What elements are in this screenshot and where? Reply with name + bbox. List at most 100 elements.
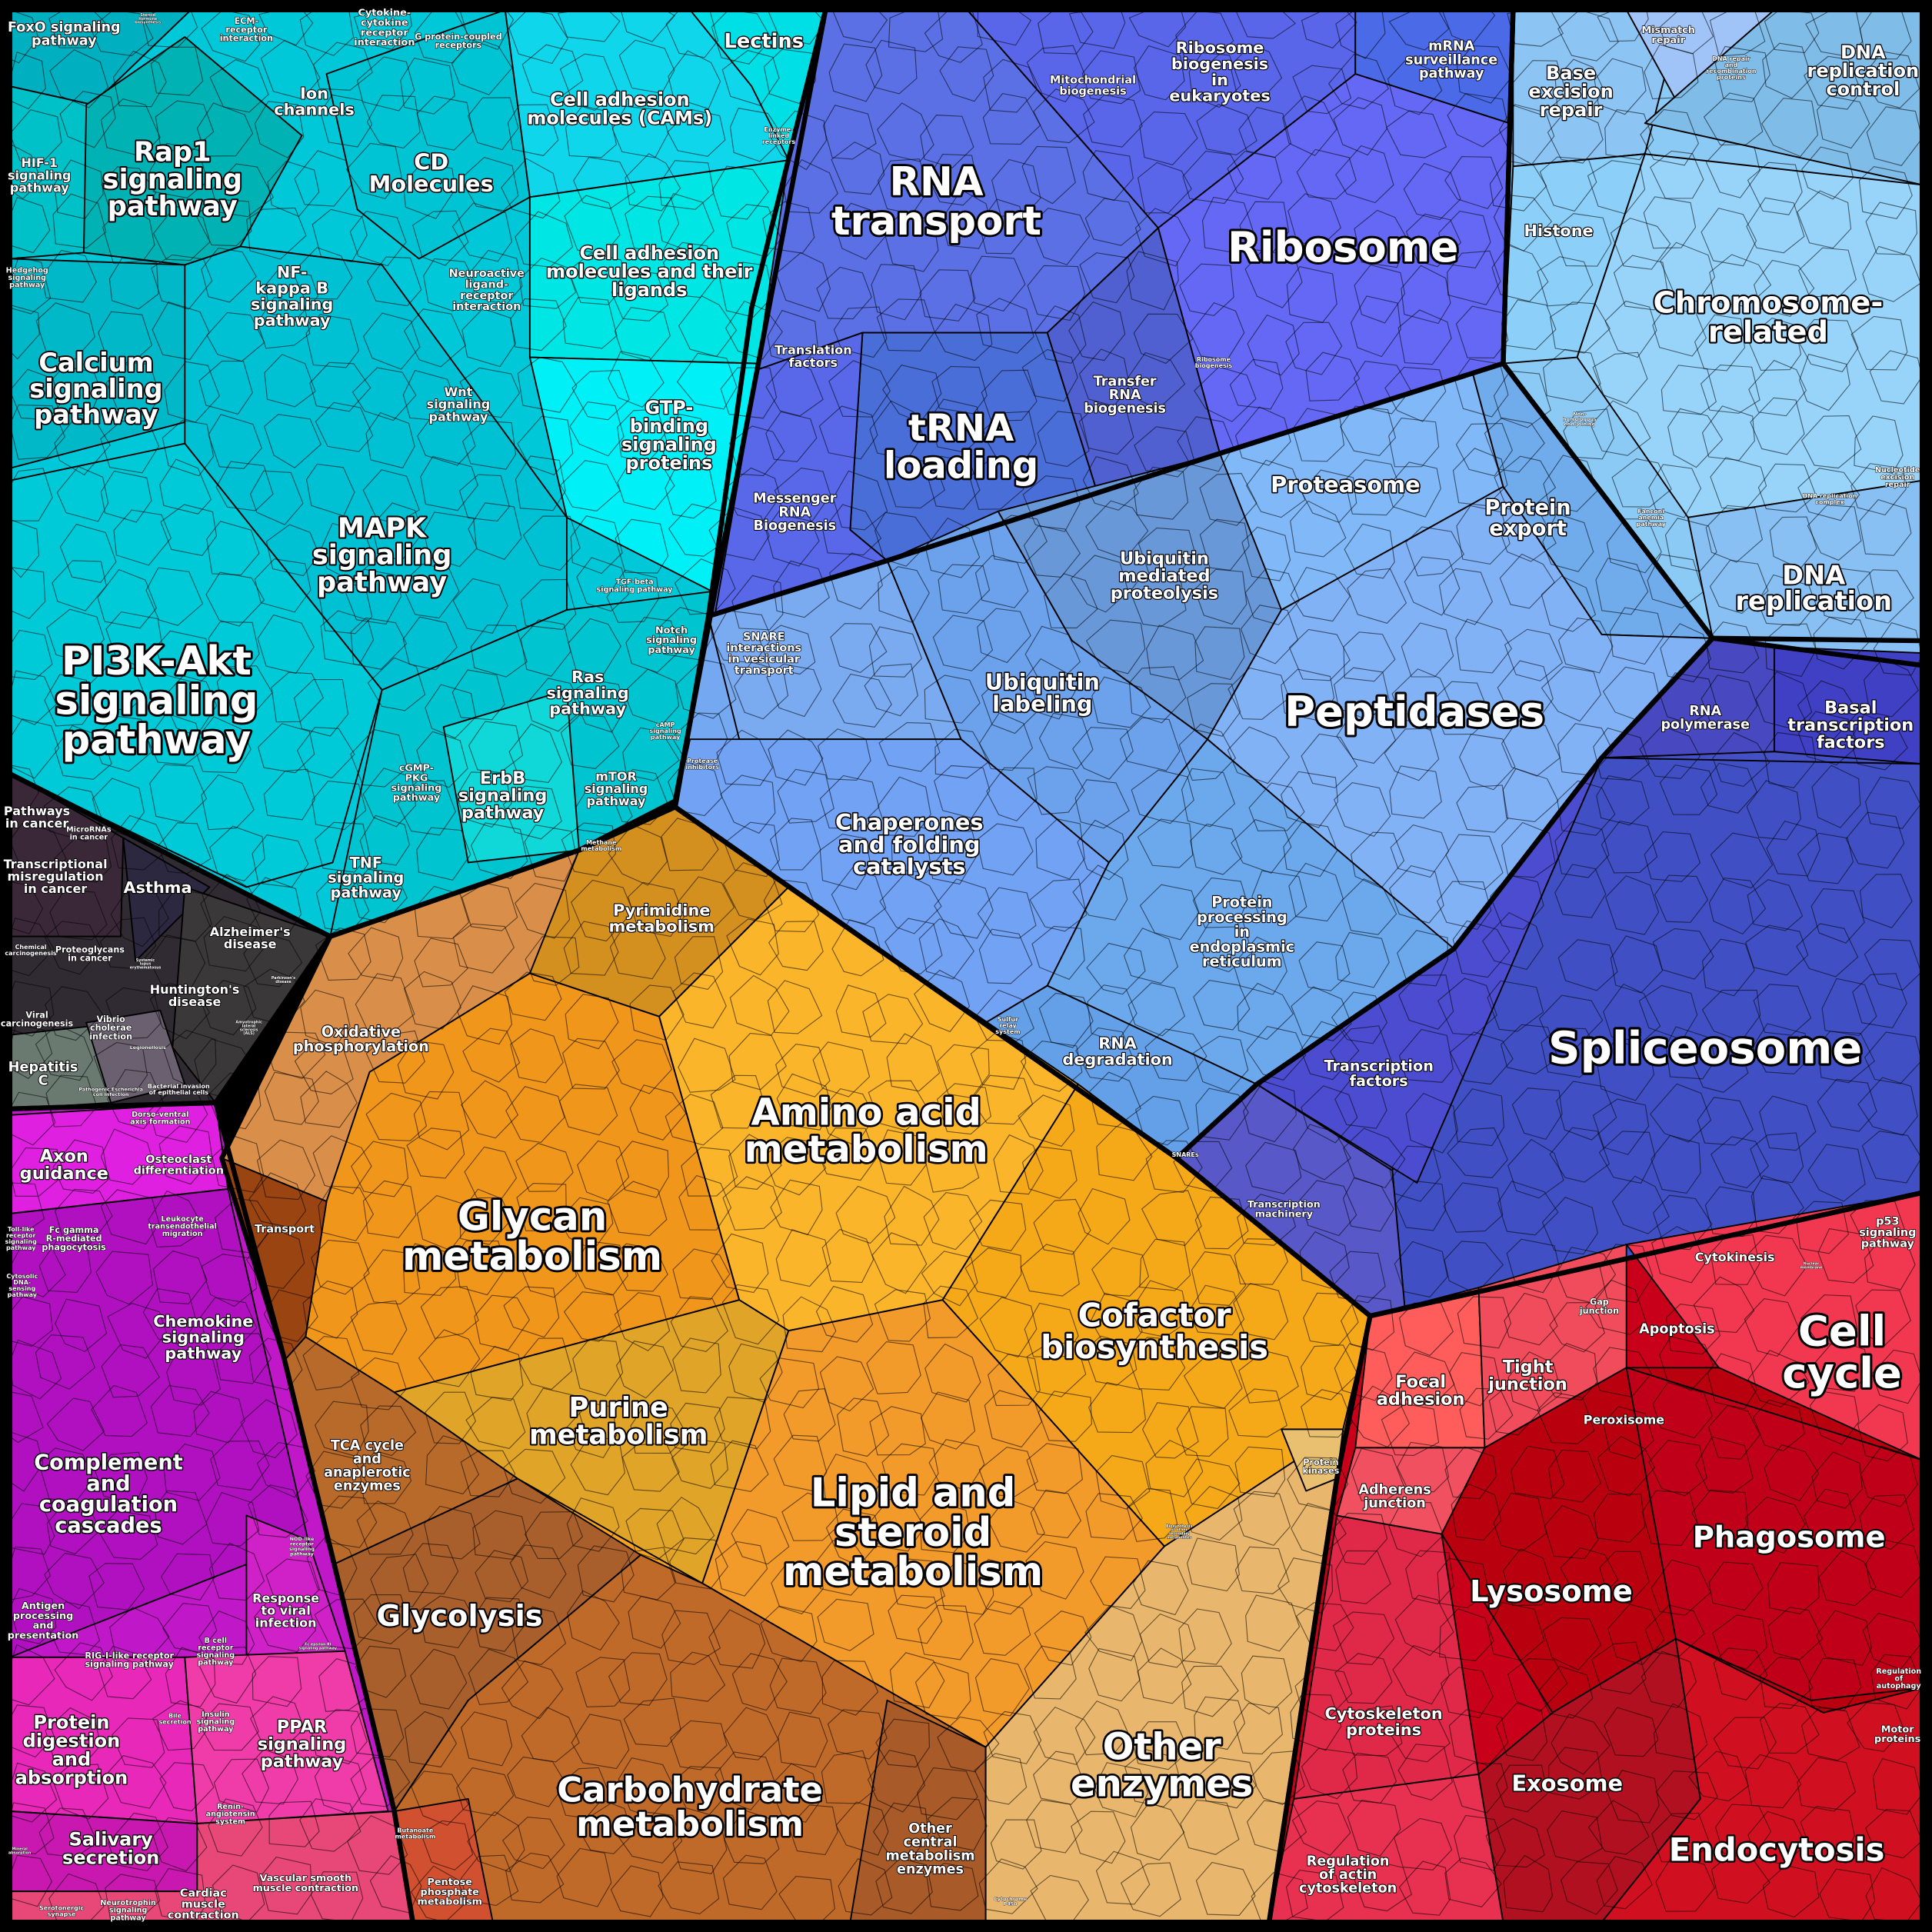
cell bbox=[878, 566, 930, 624]
cell bbox=[1549, 1302, 1605, 1353]
cell bbox=[1603, 983, 1661, 1043]
cell bbox=[1707, 1404, 1761, 1460]
cell bbox=[710, 1440, 769, 1492]
cell bbox=[1347, 568, 1407, 624]
cell bbox=[1544, 1504, 1599, 1560]
cell bbox=[1537, 256, 1594, 307]
cell bbox=[1859, 1494, 1915, 1551]
cell bbox=[1816, 1610, 1872, 1666]
cell bbox=[100, 470, 152, 523]
label-protein-rna-degradation: RNA degradation bbox=[1062, 1034, 1172, 1069]
cell bbox=[1495, 1702, 1548, 1761]
cell bbox=[516, 1183, 567, 1231]
cell bbox=[98, 1510, 158, 1561]
cell bbox=[1444, 156, 1504, 209]
cell bbox=[163, 1029, 217, 1090]
cell bbox=[765, 411, 818, 462]
cell-texture bbox=[9, 9, 1923, 1923]
cell bbox=[1584, 1279, 1647, 1335]
cell bbox=[1119, 717, 1181, 771]
cell bbox=[470, 625, 528, 678]
cell bbox=[522, 515, 581, 571]
cell bbox=[1541, 1197, 1598, 1255]
cell bbox=[671, 1438, 728, 1490]
cell bbox=[1025, 1541, 1084, 1600]
cell bbox=[54, 416, 111, 476]
cell bbox=[1386, 110, 1447, 158]
cell bbox=[152, 205, 211, 261]
cell bbox=[990, 1819, 1042, 1870]
cell bbox=[1234, 1238, 1288, 1285]
label-metabolism-secondary: Biosynthesis of other secondary metabolites bbox=[1166, 1524, 1192, 1540]
cell bbox=[974, 1601, 1031, 1656]
cell bbox=[1603, 1406, 1654, 1460]
cell bbox=[668, 761, 723, 817]
label-metabolism-other-central: Other central metabolism enzymes bbox=[885, 1821, 974, 1877]
cell bbox=[1498, 104, 1555, 165]
cell bbox=[1554, 864, 1607, 918]
cell bbox=[888, 1594, 943, 1644]
cell bbox=[1818, 1550, 1877, 1607]
cell bbox=[1239, 201, 1290, 252]
cell bbox=[503, 1286, 560, 1338]
label-metabolism-purine: Purine metabolism bbox=[529, 1392, 708, 1451]
cell bbox=[418, 1329, 481, 1387]
cell bbox=[1857, 569, 1914, 624]
cell bbox=[413, 1091, 470, 1151]
cell bbox=[370, 1554, 429, 1607]
cell bbox=[1604, 108, 1654, 161]
cell bbox=[555, 1767, 614, 1819]
cell bbox=[1344, 459, 1404, 516]
cell bbox=[1175, 10, 1234, 65]
cell bbox=[1593, 1493, 1646, 1543]
cell bbox=[511, 1606, 567, 1665]
cell bbox=[1813, 616, 1869, 670]
cell bbox=[1038, 712, 1094, 770]
cell bbox=[1086, 942, 1146, 995]
cell bbox=[569, 401, 625, 457]
cell bbox=[611, 105, 669, 158]
cell bbox=[302, 1281, 358, 1339]
cell bbox=[1554, 821, 1610, 878]
cell bbox=[350, 868, 408, 924]
cell bbox=[1244, 568, 1301, 626]
cell bbox=[818, 405, 878, 460]
cell bbox=[505, 1086, 565, 1144]
label-signaling-tgfb: TGF-beta signaling pathway bbox=[597, 578, 674, 595]
cell bbox=[300, 989, 351, 1048]
cell bbox=[1290, 500, 1347, 558]
cell bbox=[821, 1660, 879, 1716]
cell bbox=[208, 1798, 263, 1857]
cell bbox=[1341, 1295, 1395, 1351]
cell bbox=[312, 1135, 372, 1194]
cell bbox=[45, 986, 104, 1041]
cell bbox=[1405, 213, 1462, 268]
cell bbox=[1184, 1485, 1243, 1541]
cell bbox=[1246, 1025, 1307, 1081]
cell bbox=[402, 616, 458, 671]
cell bbox=[109, 1607, 170, 1667]
cell bbox=[1501, 720, 1561, 777]
cell bbox=[1388, 1501, 1444, 1557]
cell bbox=[263, 414, 322, 468]
cell bbox=[1709, 559, 1769, 615]
cell bbox=[659, 413, 717, 469]
cell bbox=[397, 780, 456, 836]
cell bbox=[920, 115, 974, 168]
cell bbox=[1455, 618, 1513, 674]
cell bbox=[152, 1817, 208, 1872]
label-diseases-alzheimers: Alzheimer's disease bbox=[210, 924, 291, 951]
cell bbox=[101, 166, 157, 218]
cell bbox=[299, 1798, 361, 1852]
cell bbox=[248, 1337, 303, 1391]
cell bbox=[350, 1707, 405, 1757]
cell bbox=[1020, 1244, 1080, 1297]
cell bbox=[1245, 459, 1306, 518]
cell bbox=[571, 369, 630, 421]
cell bbox=[1606, 518, 1662, 574]
label-cellular-exosome: Exosome bbox=[1511, 1770, 1623, 1797]
cell bbox=[865, 39, 918, 95]
cell bbox=[349, 211, 407, 267]
cell bbox=[1199, 472, 1257, 526]
cell bbox=[46, 1397, 105, 1451]
